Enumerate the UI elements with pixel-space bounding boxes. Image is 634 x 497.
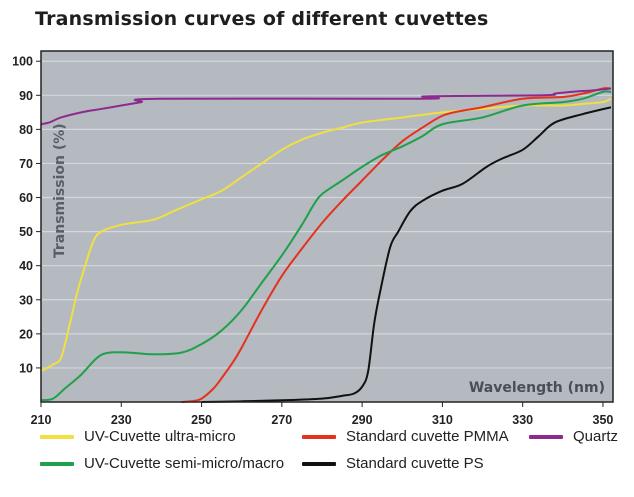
x-tick-label: 230 — [111, 413, 132, 427]
x-tick-label: 210 — [31, 413, 52, 427]
x-tick-label: 350 — [593, 413, 614, 427]
y-tick-label: 100 — [12, 55, 33, 69]
legend-label: Standard cuvette PS — [346, 455, 484, 472]
x-tick-label: 310 — [432, 413, 453, 427]
legend-label: UV-Cuvette ultra-micro — [84, 428, 236, 445]
y-tick-label: 70 — [19, 157, 33, 171]
legend-label: Quartz — [573, 428, 619, 445]
chart-title: Transmission curves of different cuvette… — [35, 8, 489, 30]
series-line-quartz — [40, 87, 612, 126]
y-tick-label: 40 — [19, 259, 33, 273]
legend-swatch — [529, 434, 563, 439]
x-axis-label: Wavelength (nm) — [469, 380, 605, 396]
series-line-uv-cuvette-ultra-micro — [40, 97, 612, 373]
legend-item-semi-micro: UV-Cuvette semi-micro/macro — [40, 455, 284, 472]
y-tick-label: 30 — [19, 293, 33, 307]
series-lines — [40, 87, 612, 403]
plot-area — [41, 51, 613, 402]
series-line-standard-cuvette-pmma — [181, 87, 612, 403]
legend-item-ultra-micro: UV-Cuvette ultra-micro — [40, 428, 236, 445]
legend-item-quartz: Quartz — [529, 428, 618, 445]
y-tick-label: 80 — [19, 123, 33, 137]
y-tick-label: 10 — [19, 361, 33, 375]
legend-swatch — [40, 434, 74, 439]
legend-item-pmma: Standard cuvette PMMA — [302, 428, 509, 445]
x-tick-label: 250 — [191, 413, 212, 427]
series-line-standard-cuvette-ps — [201, 106, 612, 403]
legend-item-ps: Standard cuvette PS — [302, 455, 484, 472]
legend-swatch — [40, 461, 74, 466]
legend-swatch — [302, 461, 336, 466]
x-tick-label: 270 — [271, 413, 292, 427]
y-axis-label: Transmission (%) — [52, 123, 68, 258]
y-tick-label: 60 — [19, 191, 33, 205]
legend-label: Standard cuvette PMMA — [346, 428, 509, 445]
x-tick-label: 290 — [352, 413, 373, 427]
legend-label: UV-Cuvette semi-micro/macro — [84, 455, 285, 472]
plot-frame — [40, 50, 614, 403]
axis-ticks: 10 20 30 40 50 60 70 80 90 100 210 230 250 270 290 310 3… — [12, 55, 613, 427]
series-line-uv-cuvette-semi-micro-macro — [40, 90, 612, 402]
y-tick-label: 50 — [19, 225, 33, 239]
legend-swatch — [302, 434, 336, 439]
y-tick-label: 90 — [19, 89, 33, 103]
y-tick-label: 20 — [19, 327, 33, 341]
x-tick-label: 330 — [512, 413, 533, 427]
